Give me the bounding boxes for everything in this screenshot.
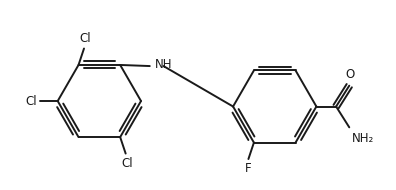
Text: NH₂: NH₂ bbox=[352, 132, 374, 145]
Text: Cl: Cl bbox=[25, 95, 37, 108]
Text: NH: NH bbox=[155, 59, 173, 71]
Text: F: F bbox=[245, 162, 252, 175]
Text: Cl: Cl bbox=[79, 32, 91, 45]
Text: Cl: Cl bbox=[121, 157, 133, 170]
Text: O: O bbox=[346, 68, 355, 81]
